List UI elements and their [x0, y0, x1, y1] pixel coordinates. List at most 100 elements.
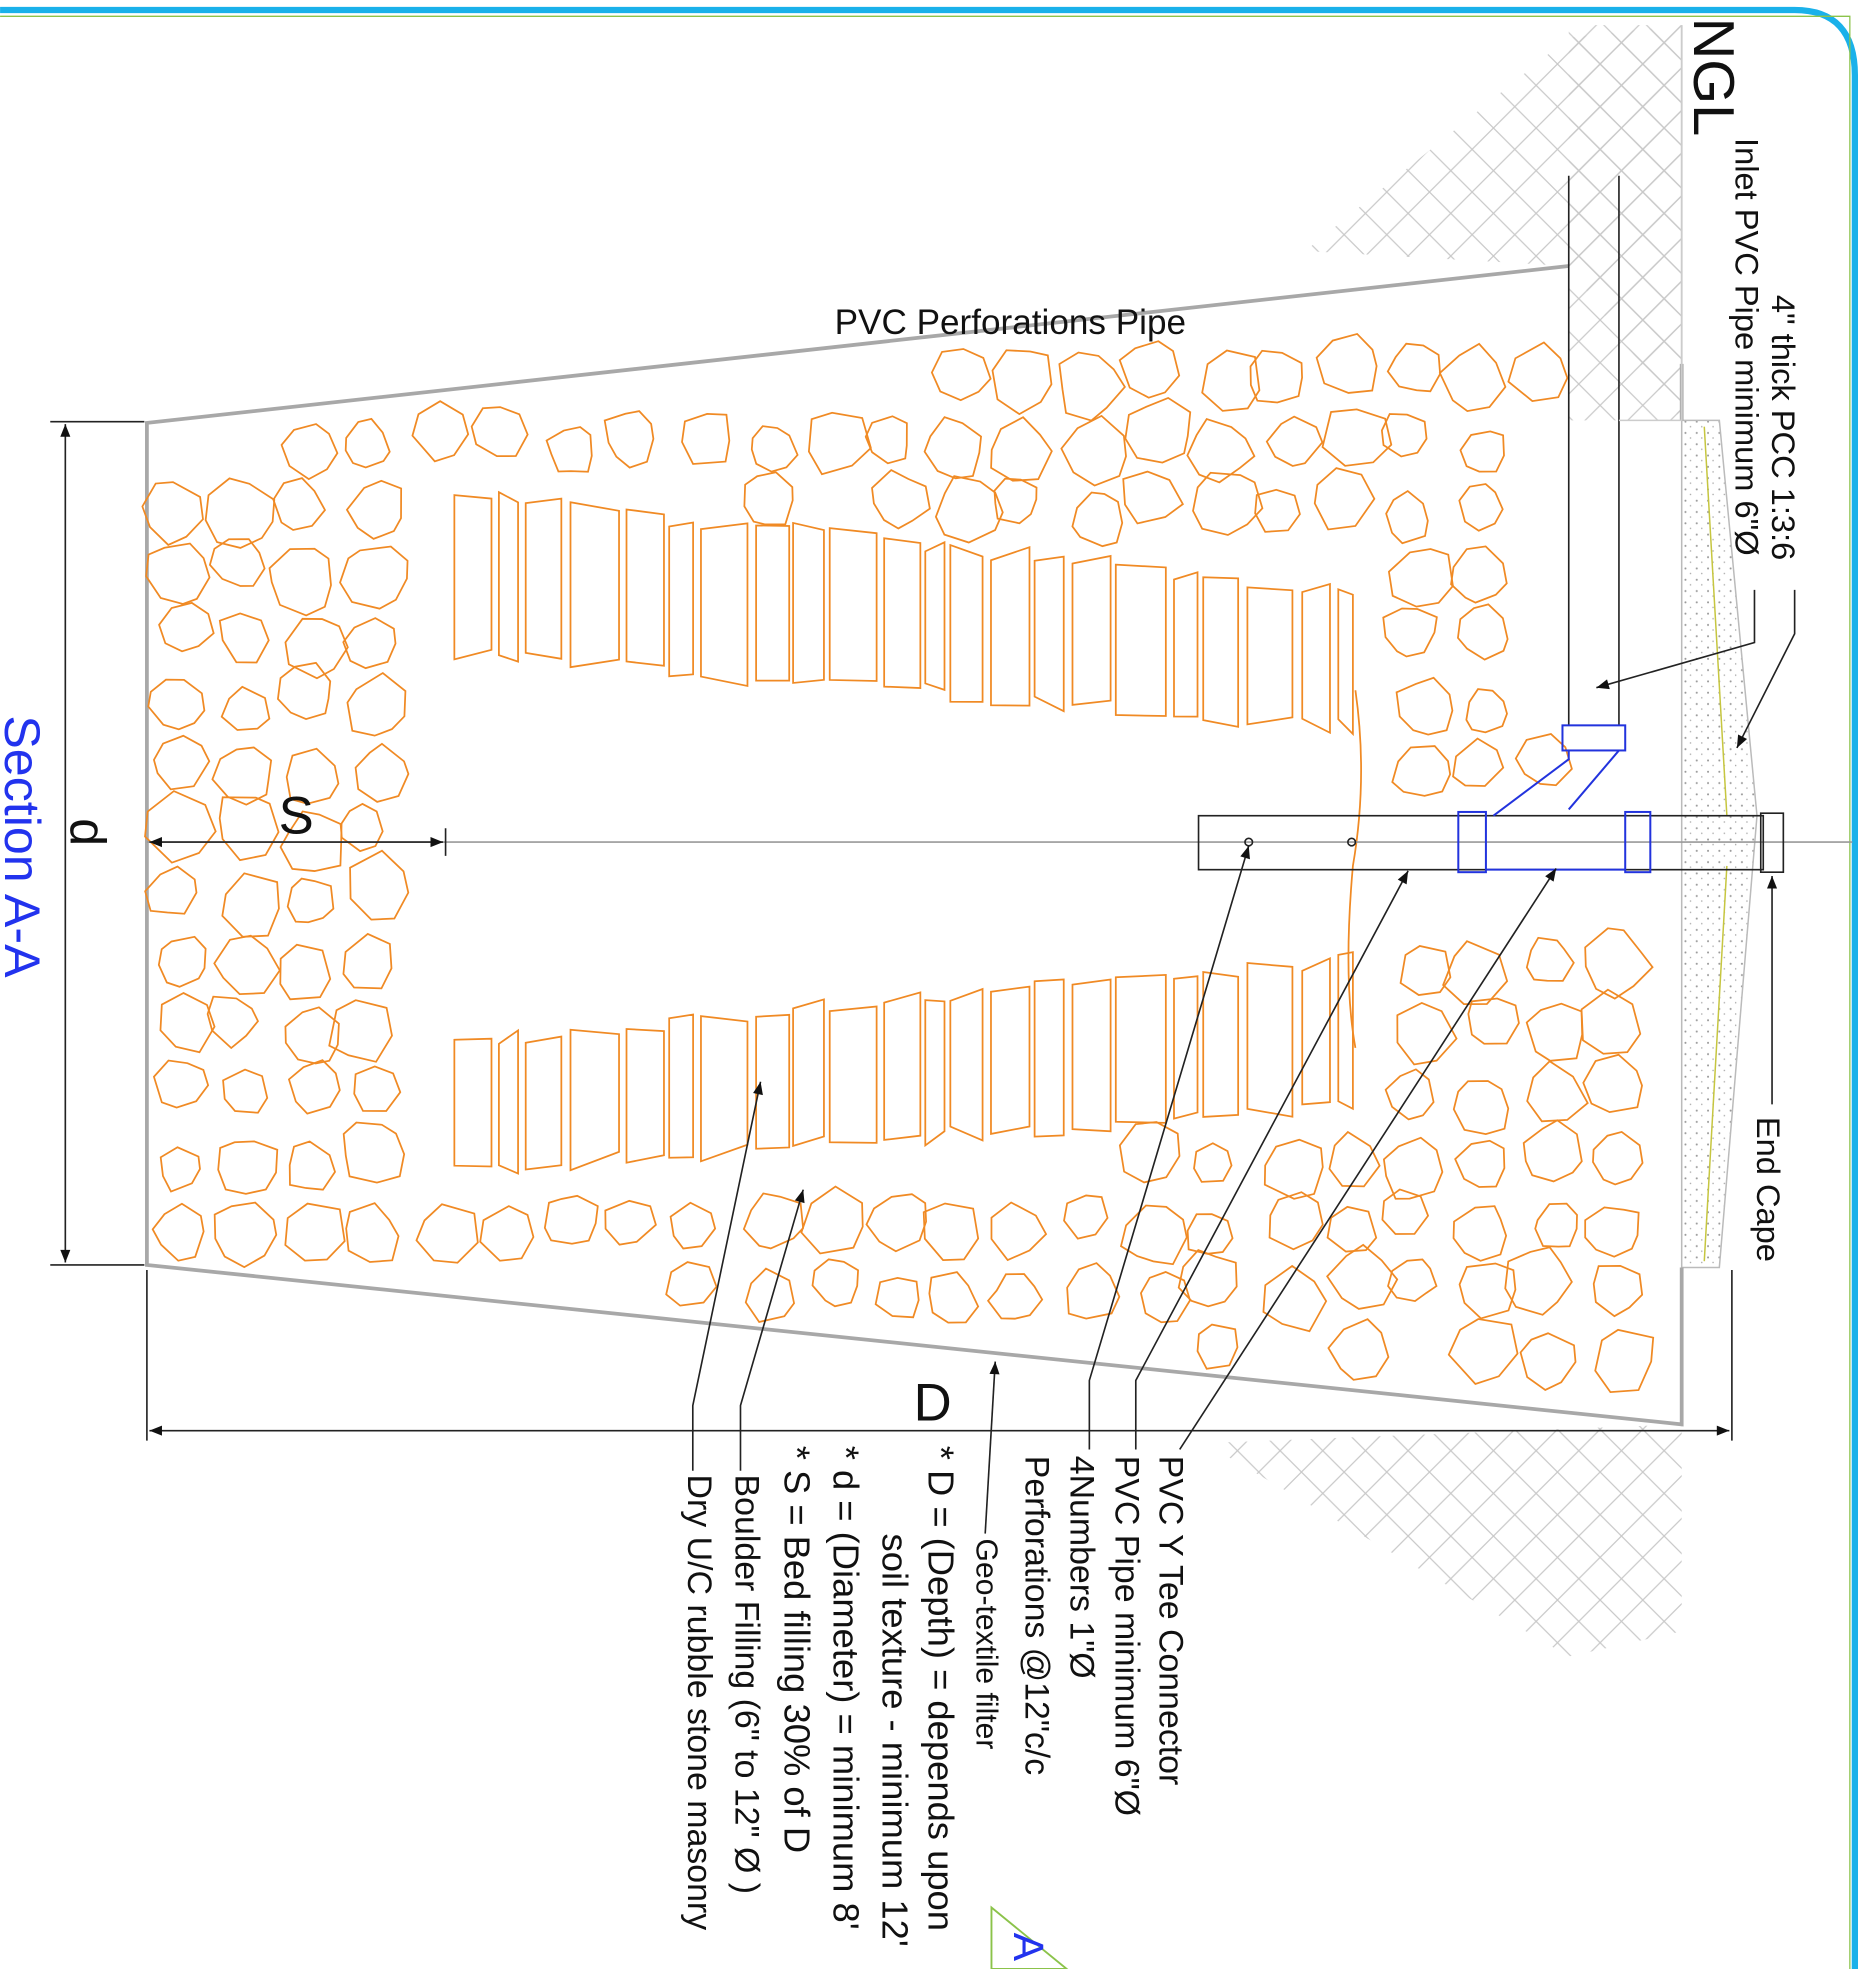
stone	[144, 790, 217, 864]
frame-border	[0, 6, 1859, 1969]
section-title: Section A-A	[0, 715, 50, 978]
masonry-block	[1301, 582, 1331, 735]
stone	[1387, 1258, 1438, 1303]
stone	[990, 416, 1053, 482]
callout: PVC Pipe minimum 6"Ø	[1108, 1456, 1146, 1816]
perforation	[1347, 837, 1357, 847]
stone	[1201, 349, 1261, 412]
masonry-block	[453, 1037, 493, 1168]
stone	[669, 1201, 717, 1250]
leader	[691, 1081, 763, 1471]
note: * d = (Diameter) = minimum 8'	[825, 1446, 866, 1930]
stone	[284, 617, 349, 680]
stone	[1504, 1246, 1573, 1316]
stone	[1327, 1318, 1390, 1381]
stone	[1263, 1138, 1324, 1200]
stone	[922, 1202, 980, 1261]
stone	[1525, 1002, 1584, 1062]
stone	[1066, 1262, 1121, 1320]
stone	[218, 612, 270, 664]
stone	[603, 410, 655, 469]
leaders	[691, 589, 1796, 1534]
stone	[279, 943, 332, 1001]
stone	[1526, 1060, 1589, 1123]
stone	[681, 412, 731, 465]
masonry-block	[569, 501, 620, 669]
stone	[1514, 733, 1573, 787]
masonry-block	[883, 991, 922, 1141]
stone	[1399, 945, 1452, 996]
note: Dry U/C rubble stone masonry	[680, 1475, 718, 1931]
masonry-block	[792, 521, 825, 684]
stone	[1525, 936, 1575, 982]
masonry-block	[453, 494, 493, 661]
inlet-label: Inlet PVC Pipe minimum 6"Ø	[1729, 138, 1766, 556]
leader	[1596, 589, 1756, 690]
stone	[1384, 1068, 1435, 1121]
section-marker-label: A	[1004, 1933, 1052, 1962]
masonry-block	[883, 537, 922, 689]
masonry-block	[1033, 555, 1065, 713]
dim-depth-label: D	[914, 1374, 952, 1433]
masonry-block	[524, 497, 563, 660]
stone	[1193, 1142, 1233, 1183]
stone	[991, 349, 1053, 416]
stone	[479, 1205, 535, 1262]
stone	[1454, 1139, 1506, 1188]
end-cap	[1759, 812, 1785, 873]
stone	[211, 746, 273, 806]
stone	[208, 538, 266, 587]
stone	[345, 479, 403, 540]
stone	[213, 1201, 278, 1269]
stone	[1386, 342, 1442, 393]
masonry-block	[668, 1013, 694, 1159]
stone	[222, 1068, 269, 1114]
callout: 4Numbers 1"Ø	[1063, 1456, 1101, 1679]
note: * S = Bed filling 30% of D	[776, 1446, 817, 1853]
note: soil texture - minimum 12'	[874, 1534, 915, 1947]
callout: Geo-textile filter	[969, 1539, 1002, 1750]
stone	[993, 477, 1038, 525]
soil-hatch	[1568, 25, 1682, 421]
stone	[339, 545, 409, 610]
masonry-block	[755, 1013, 791, 1150]
masonry-block	[1337, 951, 1354, 1111]
stone	[1387, 548, 1454, 608]
stone	[339, 802, 384, 853]
stone	[1580, 988, 1642, 1055]
stone	[353, 1065, 402, 1112]
masonry-block	[700, 522, 749, 688]
stone	[147, 678, 206, 731]
masonry-block	[524, 1035, 563, 1171]
stone	[807, 411, 872, 476]
stone	[218, 796, 280, 862]
masonry-block	[625, 1028, 665, 1164]
stone	[1522, 1119, 1583, 1183]
pcc-strip	[1680, 419, 1758, 1269]
stone	[415, 1203, 479, 1264]
stone	[145, 542, 211, 605]
note: Boulder Filling (6" to 12" Ø )	[727, 1475, 765, 1894]
stone	[328, 999, 393, 1063]
stone	[342, 617, 397, 670]
stone	[1381, 1188, 1430, 1235]
stone	[152, 1059, 210, 1109]
y-tee-socket	[1561, 724, 1627, 752]
stone	[1186, 1213, 1234, 1255]
stone	[213, 934, 281, 996]
leader	[984, 1361, 1000, 1534]
perforated-pipe	[1197, 814, 1765, 871]
stone	[280, 423, 339, 481]
stone	[1268, 1191, 1324, 1251]
leader	[1088, 845, 1250, 1450]
stone	[206, 995, 259, 1050]
masonry-block	[924, 999, 946, 1148]
stone	[742, 1192, 805, 1250]
masonry-block	[1173, 975, 1199, 1120]
perforated-pipe-label: PVC Perforations Pipe	[835, 303, 1186, 342]
masonry-block	[700, 1015, 749, 1163]
masonry-block	[990, 545, 1031, 707]
stone	[217, 1140, 279, 1195]
stone	[1457, 603, 1509, 661]
